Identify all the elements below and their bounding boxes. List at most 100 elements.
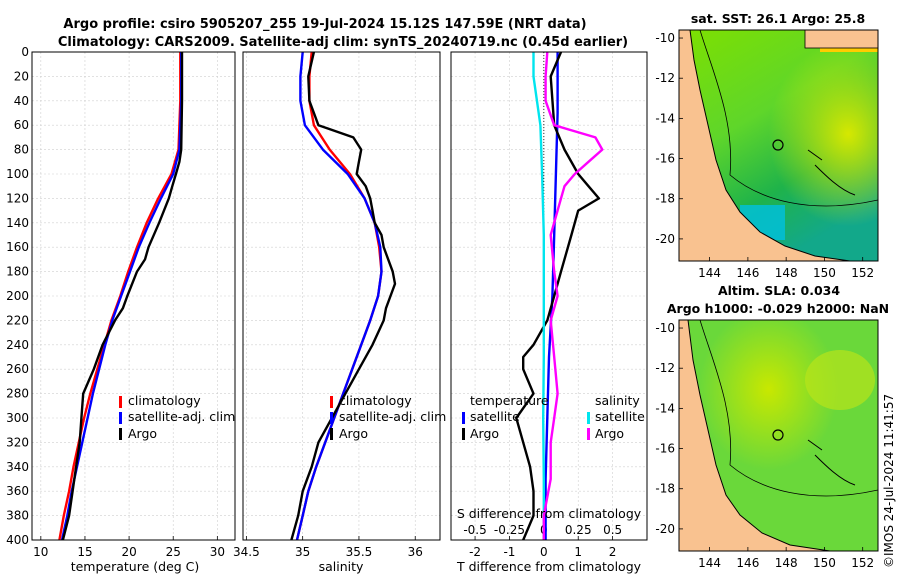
depth-tick-label: 260	[6, 362, 29, 376]
x-tick-label: 15	[77, 545, 92, 559]
series-line-argo	[290, 51, 397, 541]
lon-tick-label: 146	[736, 556, 759, 570]
plot-frame	[31, 51, 236, 541]
x-tick-label: 34.5	[233, 545, 260, 559]
legend-swatch-argo	[119, 428, 122, 440]
sla-map-ticks: -10 -12 -14 -16 -18 -20 144 146 148 150 152	[655, 321, 874, 570]
legend-satellite: satellite-adj. clim	[339, 409, 446, 424]
sst-map-frame	[678, 29, 879, 262]
temperature-xlabel: temperature (deg C)	[71, 559, 200, 574]
x-tick-label: 35	[295, 545, 310, 559]
x-tick-label: 1	[574, 545, 582, 559]
x-tick-label: 35.5	[346, 545, 373, 559]
series-line-salinity-satellite	[532, 52, 545, 540]
lon-tick-label: 148	[775, 556, 798, 570]
lat-tick-label: -10	[655, 31, 675, 45]
difference-profile-panel: -2 -1 0 1 2-0.5 -0.25 0 0.25 0.5	[450, 51, 648, 559]
sst-land	[679, 30, 851, 261]
lon-tick-label: 152	[851, 556, 874, 570]
t-difference-xlabel: T difference from climatology	[456, 559, 642, 574]
sst-contour	[699, 30, 878, 207]
lon-tick-label: 146	[736, 266, 759, 280]
depth-tick-label: 240	[6, 338, 29, 352]
sla-argo-marker	[772, 429, 784, 441]
sla-high-east	[805, 350, 875, 410]
legend-swatch-t-satellite	[462, 412, 465, 424]
lon-tick-label: 144	[698, 266, 721, 280]
depth-tick-label: 220	[6, 313, 29, 327]
legend-satellite: satellite-adj. clim	[128, 409, 235, 424]
x-tick-label: -2	[469, 545, 481, 559]
depth-tick-label: 40	[14, 94, 29, 108]
lat-tick-label: -14	[655, 111, 675, 125]
legend-swatch-climatology	[119, 396, 122, 408]
depth-tick-label: 200	[6, 289, 29, 303]
lat-tick-label: -20	[655, 522, 675, 536]
legend-t-argo: Argo	[470, 426, 499, 441]
temperature-legend: climatology satellite-adj. clim Argo	[119, 393, 235, 441]
lat-tick-label: -12	[655, 71, 675, 85]
depth-tick-label: 0	[21, 45, 29, 59]
sla-reefs	[807, 439, 856, 486]
legend-climatology: climatology	[339, 393, 412, 408]
sla-map-title-1: Altim. SLA: 0.034	[718, 283, 840, 298]
lat-tick-label: -12	[655, 361, 675, 375]
sst-reefs	[807, 149, 856, 196]
lon-tick-label: 150	[813, 266, 836, 280]
sst-argo-marker	[772, 139, 784, 151]
s-tick-label: 0.25	[565, 523, 592, 537]
lat-tick-label: -16	[655, 442, 675, 456]
legend-salinity-title: salinity	[595, 393, 640, 408]
depth-tick-label: 300	[6, 411, 29, 425]
depth-tick-label: 80	[14, 143, 29, 157]
x-tick-label: 10	[33, 545, 48, 559]
series-line-satellite-adj-clim	[295, 51, 383, 541]
x-tick-label: 20	[121, 545, 136, 559]
legend-argo: Argo	[128, 426, 157, 441]
x-tick-label: 36	[408, 545, 423, 559]
x-tick-label: 30	[210, 545, 225, 559]
depth-tick-label: 400	[6, 533, 29, 547]
depth-tick-label: 160	[6, 240, 29, 254]
legend-swatch-satellite	[119, 412, 122, 424]
legend-climatology: climatology	[128, 393, 201, 408]
depth-tick-label: 20	[14, 69, 29, 83]
plot-frame	[242, 51, 441, 541]
sst-land-north	[804, 30, 878, 49]
lat-tick-label: -20	[655, 232, 675, 246]
sla-map-title-2: Argo h1000: -0.029 h2000: NaN	[667, 301, 889, 316]
depth-tick-label: 280	[6, 387, 29, 401]
lat-tick-label: -18	[655, 192, 675, 206]
depth-tick-label: 140	[6, 216, 29, 230]
lon-tick-label: 152	[851, 266, 874, 280]
legend-swatch-t-argo	[462, 428, 465, 440]
depth-tick-label: 360	[6, 484, 29, 498]
s-tick-label: -0.25	[494, 523, 525, 537]
sst-map	[679, 30, 878, 261]
sst-map-title: sat. SST: 26.1 Argo: 25.8	[691, 11, 865, 26]
legend-swatch-climatology	[330, 396, 333, 408]
lat-tick-label: -14	[655, 401, 675, 415]
title-line-1: Argo profile: csiro 5905207_255 19-Jul-2…	[63, 17, 586, 32]
salinity-xlabel: salinity	[319, 559, 364, 574]
salinity-profile-panel: 34.5 35 35.5 36	[233, 51, 441, 559]
difference-legend: temperature satellite Argo salinity sate…	[462, 393, 645, 441]
lat-tick-label: -16	[655, 152, 675, 166]
title-line-2: Climatology: CARS2009. Satellite-adj cli…	[58, 35, 628, 50]
x-tick-label: -1	[503, 545, 515, 559]
legend-swatch-satellite	[330, 412, 333, 424]
sla-land	[679, 320, 831, 551]
x-tick-label: 2	[609, 545, 617, 559]
legend-argo: Argo	[339, 426, 368, 441]
lon-tick-label: 144	[698, 556, 721, 570]
s-tick-label: -0.5	[463, 523, 486, 537]
legend-t-satellite: satellite	[470, 409, 520, 424]
imos-timestamp: ©IMOS 24-Jul-2024 11:41:57	[882, 394, 896, 568]
sla-map-frame	[678, 319, 879, 552]
s-difference-xlabel: S difference from climatology	[457, 506, 642, 521]
depth-tick-label: 100	[6, 167, 29, 181]
s-tick-label: 0.5	[603, 523, 622, 537]
legend-swatch-argo	[330, 428, 333, 440]
salinity-legend: climatology satellite-adj. clim Argo	[330, 393, 446, 441]
